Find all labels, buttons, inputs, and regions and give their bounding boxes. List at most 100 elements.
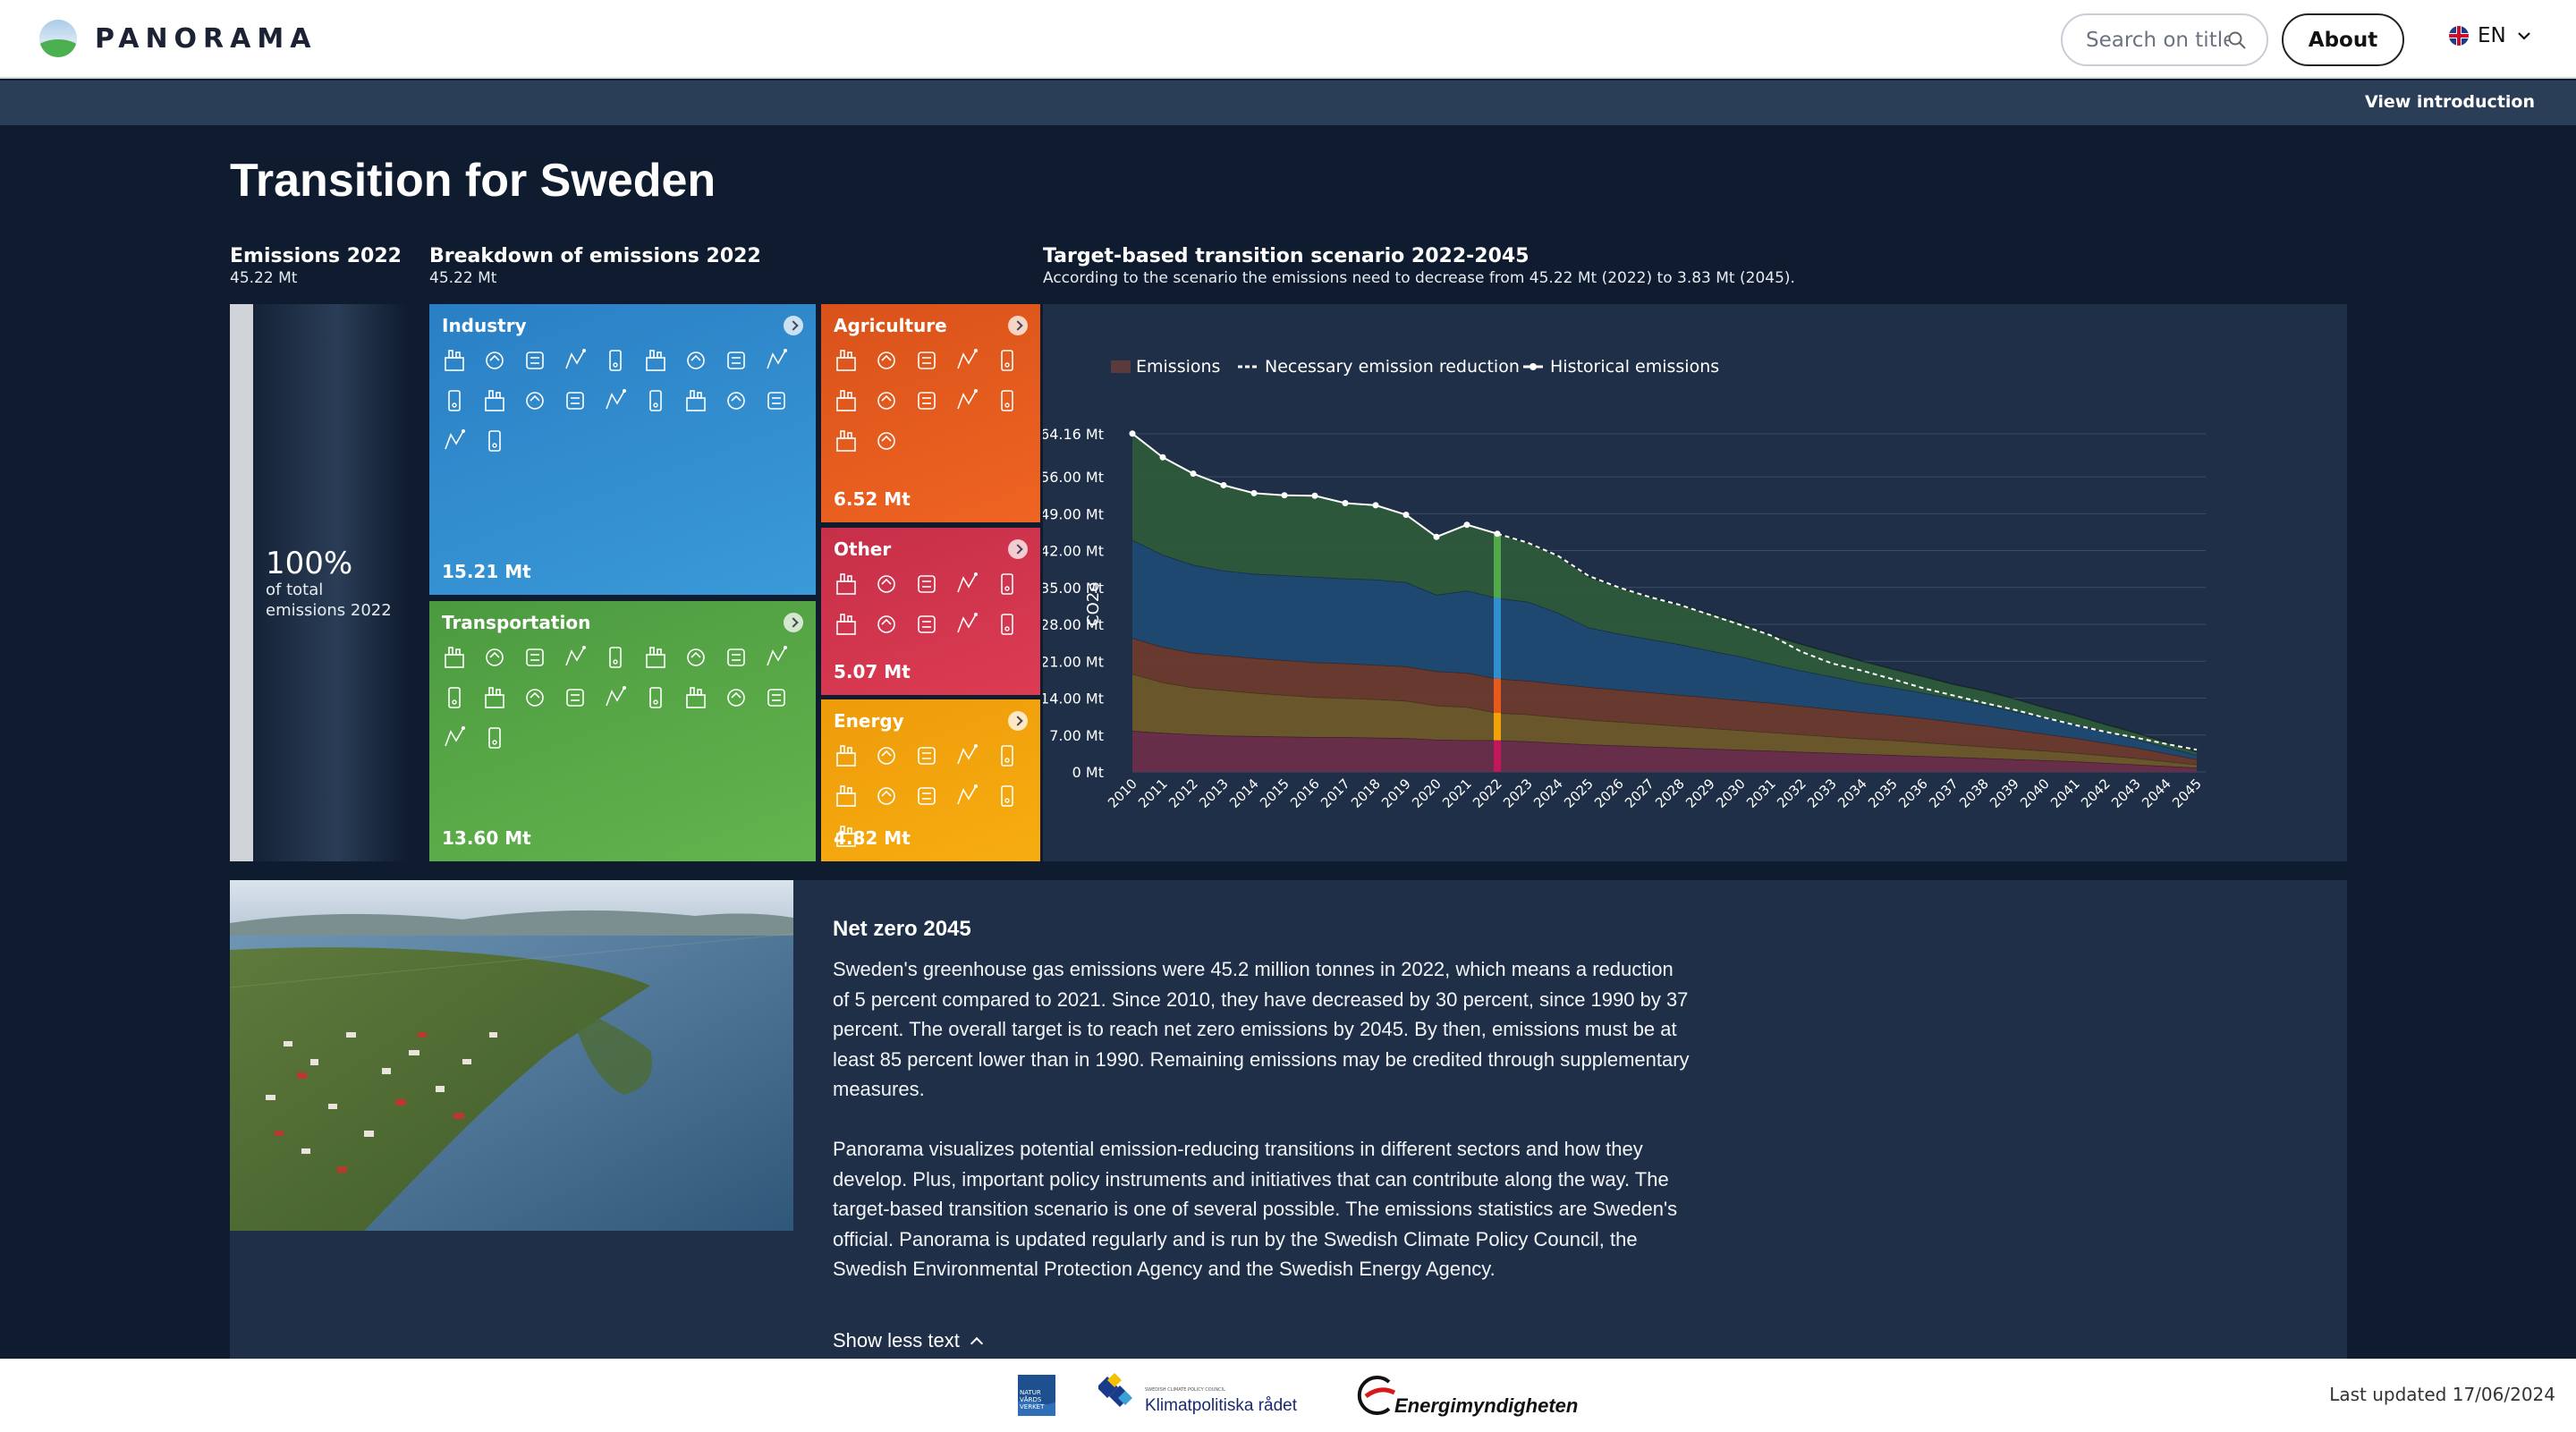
x-tick-label: 2037 xyxy=(1926,775,1962,811)
historical-point[interactable] xyxy=(1281,492,1288,499)
energy-sector-icon xyxy=(995,742,1020,769)
page-title: Transition for Sweden xyxy=(230,155,716,207)
area-transportation[interactable] xyxy=(1132,433,2197,756)
emissions-area-chart[interactable]: Emissions Necessary emission reduction H… xyxy=(1040,304,2347,861)
area-energy[interactable] xyxy=(1132,731,2197,772)
area-industry[interactable] xyxy=(1132,539,2197,759)
historical-point[interactable] xyxy=(1402,511,1410,518)
chevron-down-icon xyxy=(2517,32,2530,40)
historical-point[interactable] xyxy=(1220,482,1227,489)
y-tick-label: 64.16 Mt xyxy=(1043,426,1104,443)
x-tick-label: 2013 xyxy=(1196,775,1232,811)
em-name: Energimyndigheten xyxy=(1394,1394,1579,1417)
highlight-segment[interactable] xyxy=(1494,597,1501,679)
klimatpolitiska-radet-logo[interactable]: SWEDISH CLIMATE POLICY COUNCIL Klimatpol… xyxy=(1097,1373,1297,1418)
total-emissions-bar: 100% of total emissions 2022 xyxy=(230,304,409,861)
historical-point[interactable] xyxy=(1463,521,1470,529)
sector-tile-transportation[interactable]: Transportation 13.60 Mt xyxy=(429,601,816,861)
x-tick-label: 2029 xyxy=(1682,775,1718,811)
historical-point[interactable] xyxy=(1129,430,1136,437)
x-tick-label: 2022 xyxy=(1470,775,1505,811)
transportation-sector-icon xyxy=(603,684,628,711)
x-tick-label: 2039 xyxy=(1987,775,2022,811)
legend-emissions-label: Emissions xyxy=(1136,357,1220,377)
energy-sector-icon xyxy=(914,742,939,769)
search-icon[interactable] xyxy=(2227,30,2247,50)
agriculture-sector-icon xyxy=(874,387,899,414)
historical-point[interactable] xyxy=(1159,453,1166,461)
historical-point[interactable] xyxy=(1494,530,1501,538)
top-header: PANORAMA About EN xyxy=(0,0,2576,79)
transportation-sector-icon xyxy=(603,644,628,671)
x-tick-label: 2043 xyxy=(2108,775,2144,811)
historical-point[interactable] xyxy=(1433,533,1440,540)
energy-sector-icon xyxy=(834,823,859,850)
transportation-sector-icon xyxy=(683,644,708,671)
historical-point[interactable] xyxy=(1342,500,1349,507)
sector-name: Agriculture xyxy=(834,315,947,336)
agriculture-sector-icon xyxy=(995,347,1020,374)
historical-point[interactable] xyxy=(1190,470,1197,478)
area-agriculture[interactable] xyxy=(1132,638,2197,765)
industry-sector-icon xyxy=(522,347,547,374)
energimyndigheten-mark xyxy=(1357,1376,1396,1415)
breakdown-value: 45.22 Mt xyxy=(429,269,497,287)
transportation-sector-icon xyxy=(442,644,467,671)
agriculture-sector-icon xyxy=(954,347,979,374)
sector-value: 15.21 Mt xyxy=(442,561,531,582)
area-other[interactable] xyxy=(1132,674,2197,768)
arrow-right-icon xyxy=(784,316,803,335)
naturvardsverket-logo[interactable]: NATUR VÅRDS VERKET xyxy=(1018,1375,1055,1416)
sector-name: Transportation xyxy=(442,612,591,633)
highlight-segment[interactable] xyxy=(1494,713,1501,741)
x-tick-label: 2032 xyxy=(1774,775,1809,811)
energimyndigheten-logo[interactable]: Energimyndigheten xyxy=(1353,1373,1578,1421)
highlight-segment[interactable] xyxy=(1494,678,1501,714)
sector-tile-energy[interactable]: Energy 4.82 Mt xyxy=(821,699,1040,861)
historical-point[interactable] xyxy=(1250,489,1258,496)
industry-sector-icon xyxy=(643,387,668,414)
agriculture-icons xyxy=(834,347,1039,468)
kp-tagline: SWEDISH CLIMATE POLICY COUNCIL xyxy=(1145,1387,1225,1393)
breakdown-heading: Breakdown of emissions 2022 xyxy=(429,245,761,267)
search-box[interactable] xyxy=(2061,13,2268,66)
energy-sector-icon xyxy=(874,783,899,809)
x-tick-label: 2028 xyxy=(1652,775,1688,811)
x-tick-label: 2021 xyxy=(1439,775,1475,811)
historical-point[interactable] xyxy=(1372,502,1379,509)
industry-sector-icon xyxy=(603,387,628,414)
legend-reduction-label: Necessary emission reduction xyxy=(1265,357,1520,377)
other-sector-icon xyxy=(834,611,859,638)
transportation-sector-icon xyxy=(724,684,749,711)
transportation-sector-icon xyxy=(764,684,789,711)
language-selector[interactable]: EN xyxy=(2449,24,2531,47)
historical-point[interactable] xyxy=(1311,492,1318,499)
search-input[interactable] xyxy=(2086,28,2229,52)
view-introduction-link[interactable]: View introduction xyxy=(2364,92,2535,112)
agriculture-sector-icon xyxy=(874,428,899,454)
x-tick-label: 2045 xyxy=(2169,775,2205,811)
uk-flag-icon xyxy=(2449,26,2469,46)
highlight-segment[interactable] xyxy=(1494,533,1501,598)
highlight-segment[interactable] xyxy=(1494,740,1501,772)
about-button[interactable]: About xyxy=(2282,13,2404,66)
sector-tile-industry[interactable]: Industry 15.21 Mt xyxy=(429,304,816,595)
y-tick-label: 35.00 Mt xyxy=(1043,580,1104,597)
intro-bar: View introduction xyxy=(0,80,2576,125)
sector-tile-agriculture[interactable]: Agriculture 6.52 Mt xyxy=(821,304,1040,522)
transportation-sector-icon xyxy=(482,724,507,751)
logo-icon xyxy=(39,20,77,57)
x-tick-label: 2019 xyxy=(1378,775,1414,811)
transportation-sector-icon xyxy=(522,644,547,671)
industry-sector-icon xyxy=(482,347,507,374)
show-less-toggle[interactable]: Show less text xyxy=(833,1329,983,1352)
y-tick-label: 21.00 Mt xyxy=(1043,653,1104,670)
agriculture-sector-icon xyxy=(914,387,939,414)
y-tick-label: 7.00 Mt xyxy=(1049,727,1104,744)
industry-sector-icon xyxy=(563,347,588,374)
sector-tile-other[interactable]: Other 5.07 Mt xyxy=(821,528,1040,695)
energy-sector-icon xyxy=(834,742,859,769)
panorama-logo[interactable]: PANORAMA xyxy=(39,20,317,57)
transportation-sector-icon xyxy=(563,644,588,671)
other-sector-icon xyxy=(995,611,1020,638)
